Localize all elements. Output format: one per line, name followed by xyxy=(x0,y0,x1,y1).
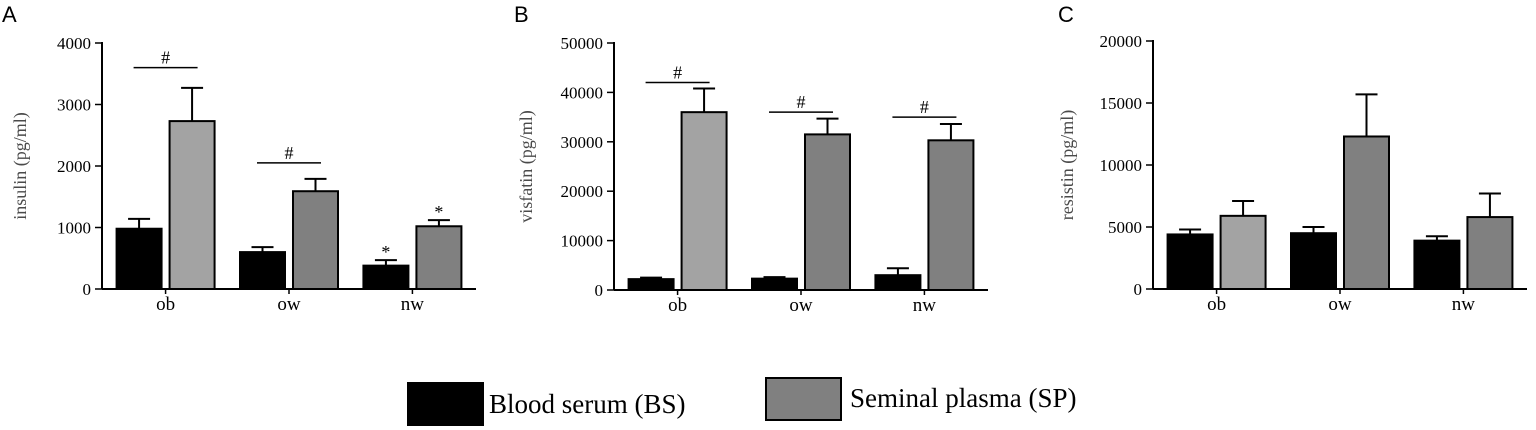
y-axis-label: visfatin (pg/ml) xyxy=(516,110,537,222)
y-tick-label: 4000 xyxy=(57,34,91,53)
y-tick-label: 20000 xyxy=(561,182,604,201)
bar-sp-ob xyxy=(680,111,728,291)
bar-sp-nw xyxy=(415,225,463,291)
significance-marker: # xyxy=(920,97,929,117)
x-tick-label: nw xyxy=(1452,294,1476,315)
y-tick-label: 10000 xyxy=(1100,156,1143,175)
significance-marker: # xyxy=(285,143,294,163)
y-tick-label: 3000 xyxy=(57,96,91,115)
bar-bs-nw xyxy=(1413,239,1461,290)
x-tick-label: ob xyxy=(156,294,175,315)
significance-marker: # xyxy=(161,48,170,68)
legend-label-seminal-plasma: Seminal plasma (SP) xyxy=(850,383,1076,413)
bar-bs-nw xyxy=(874,274,922,291)
bar-bs-ow xyxy=(239,251,286,291)
legend-swatch-seminal-plasma xyxy=(765,377,842,421)
legend-label-blood-serum: Blood serum (BS) xyxy=(489,389,686,419)
y-tick-label: 50000 xyxy=(561,34,604,53)
y-tick-label: 15000 xyxy=(1100,94,1143,113)
bar-bs-ow xyxy=(1290,232,1337,290)
bar-bs-ow xyxy=(751,277,798,292)
significance-asterisk: * xyxy=(434,202,443,222)
y-tick-label: 30000 xyxy=(561,133,604,152)
bar-sp-ow xyxy=(1343,135,1390,290)
bar-bs-ob xyxy=(1166,233,1214,291)
significance-marker: # xyxy=(673,63,682,83)
significance-asterisk: * xyxy=(381,242,390,262)
x-tick-label: ow xyxy=(1328,294,1352,315)
bar-bs-nw xyxy=(362,264,410,291)
x-tick-label: ob xyxy=(668,295,687,316)
y-tick-label: 0 xyxy=(83,280,92,299)
bar-sp-ob xyxy=(168,120,216,291)
legend-swatch-blood-serum xyxy=(407,382,484,426)
y-tick-label: 20000 xyxy=(1100,32,1143,51)
x-tick-label: ob xyxy=(1207,294,1226,315)
bar-bs-ob xyxy=(627,278,675,291)
significance-marker: # xyxy=(797,92,806,112)
bar-bs-ob xyxy=(115,227,163,290)
y-axis-label: resistin (pg/ml) xyxy=(1057,110,1078,221)
bar-sp-ob xyxy=(1219,214,1267,290)
x-tick-label: nw xyxy=(401,294,425,315)
x-tick-label: nw xyxy=(913,295,937,316)
y-tick-label: 0 xyxy=(595,281,604,300)
y-tick-label: 40000 xyxy=(561,83,604,102)
y-tick-label: 5000 xyxy=(1108,218,1142,237)
y-tick-label: 0 xyxy=(1134,280,1143,299)
y-tick-label: 1000 xyxy=(57,219,91,238)
bar-sp-ow xyxy=(804,133,851,291)
bar-sp-nw xyxy=(927,139,975,291)
bar-sp-ow xyxy=(292,190,339,290)
y-tick-label: 2000 xyxy=(57,157,91,176)
legend: Blood serum (BS) Seminal plasma (SP) xyxy=(407,377,1076,426)
x-tick-label: ow xyxy=(789,295,813,316)
panel-letter: B xyxy=(514,2,529,27)
x-tick-label: ow xyxy=(277,294,301,315)
y-tick-label: 10000 xyxy=(561,232,604,251)
y-axis-label: insulin (pg/ml) xyxy=(10,112,31,220)
bar-sp-nw xyxy=(1466,216,1514,290)
panel-letter: A xyxy=(2,2,17,27)
panel-letter: C xyxy=(1058,2,1074,27)
